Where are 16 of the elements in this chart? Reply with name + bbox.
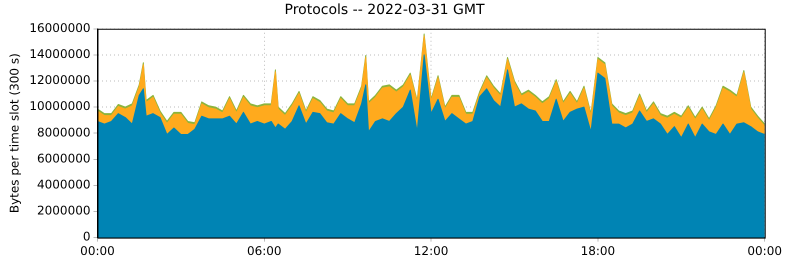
y-tick-label: 0 — [82, 230, 90, 244]
y-tick-label: 10000000 — [29, 99, 90, 114]
x-tick-label: 06:00 — [246, 244, 282, 258]
y-tick-label: 2000000 — [37, 204, 90, 218]
chart-title: Protocols -- 2022-03-31 GMT — [284, 2, 485, 18]
y-tick-label: 4000000 — [37, 178, 90, 192]
x-tick-label: 12:00 — [414, 244, 448, 258]
y-tick-label: 12000000 — [29, 73, 90, 88]
x-tick-label: 18:00 — [580, 244, 616, 258]
y-tick-label: 16000000 — [29, 20, 90, 35]
x-tick-label: 00:00 — [747, 244, 782, 258]
y-tick-label: 6000000 — [37, 151, 90, 166]
x-tick-label: 00:00 — [80, 244, 115, 258]
y-axis-title: Bytes per time slot (300 s) — [7, 53, 22, 214]
y-tick-label: 8000000 — [37, 125, 90, 140]
y-tick-label: 14000000 — [29, 47, 90, 62]
